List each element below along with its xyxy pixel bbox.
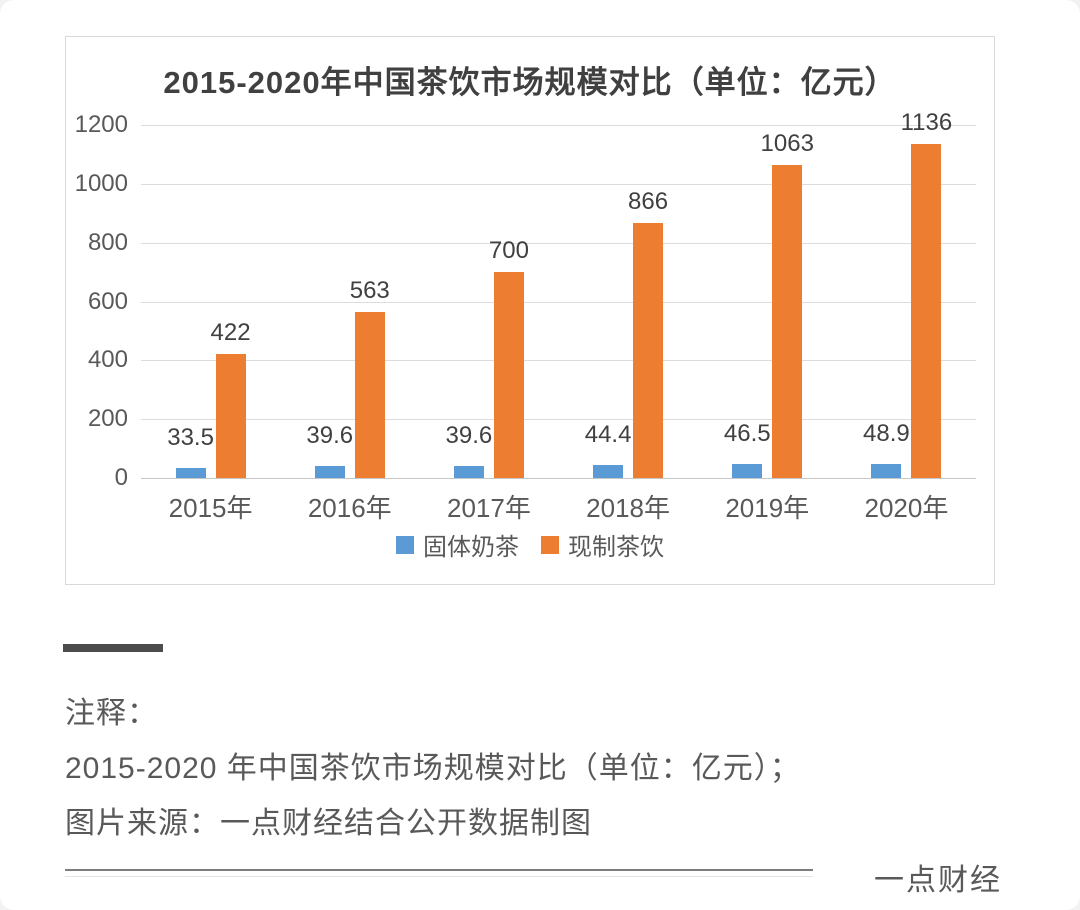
chart-title: 2015-2020年中国茶饮市场规模对比（单位：亿元） (163, 65, 897, 100)
bar-现制茶饮-2015年 (215, 353, 246, 478)
y-axis-tick-label: 200 (87, 405, 128, 433)
note-label: 注释： (65, 697, 158, 730)
legend-label-solid-milk-tea: 固体奶茶 (423, 534, 519, 561)
y-axis-tick-label: 800 (87, 228, 128, 256)
gridline (141, 125, 976, 126)
x-axis-category-label: 2015年 (168, 493, 253, 523)
bar-现制茶饮-2019年 (772, 165, 803, 478)
bar-value-label: 1136 (900, 108, 953, 136)
x-axis-category-label: 2020年 (864, 493, 949, 523)
bar-value-label: 48.9 (863, 419, 910, 447)
footer-rule-light (65, 876, 813, 877)
chart-card: 2015-2020年中国茶饮市场规模对比（单位：亿元） 0 200 400 600 80… (65, 36, 995, 585)
bar-value-label: 866 (628, 188, 669, 216)
x-axis-category-label: 2019年 (725, 493, 810, 523)
bar-现制茶饮-2018年 (633, 223, 664, 478)
note-line-image-source: 图片来源：一点财经结合公开数据制图 (65, 807, 592, 840)
bar-value-label: 700 (488, 237, 529, 265)
bar-value-label: 33.5 (167, 424, 214, 452)
gridline (141, 183, 976, 185)
bar-固体奶茶-2020年 (871, 463, 902, 478)
plot-area: 0 200 400 600 800 1000 1200 33.5 422 2015年 39.6 563… (75, 109, 976, 523)
bar-现制茶饮-2016年 (354, 312, 385, 478)
gridline (141, 419, 976, 421)
x-axis-category-label: 2018年 (586, 493, 670, 523)
bar-value-label: 39.6 (445, 422, 493, 450)
y-axis-tick-label: 0 (114, 464, 128, 491)
bar-固体奶茶-2017年 (453, 466, 484, 478)
legend-label-fresh-tea: 现制茶饮 (568, 534, 664, 561)
gridline (141, 360, 976, 362)
legend-swatch-blue-icon (396, 535, 414, 554)
bar-value-label: 39.6 (306, 422, 354, 450)
bar-value-label: 563 (349, 277, 390, 305)
y-axis-tick-label: 400 (87, 346, 128, 374)
bar-value-label: 46.5 (723, 420, 771, 448)
x-axis-category-label: 2017年 (446, 493, 531, 523)
footer-rule-dark (65, 869, 813, 871)
bar-value-label: 1063 (760, 130, 814, 158)
bar-现制茶饮-2020年 (911, 143, 942, 478)
legend-item-solid-milk-tea: 固体奶茶 (396, 527, 519, 562)
bar-value-label: 422 (210, 318, 251, 346)
y-axis-tick-label: 1200 (74, 111, 128, 138)
legend-swatch-orange-icon (541, 535, 559, 554)
y-axis-tick-label: 1000 (74, 169, 128, 197)
gridline (141, 242, 976, 244)
section-divider (63, 644, 163, 652)
bar-固体奶茶-2019年 (732, 464, 763, 478)
bar-固体奶茶-2015年 (175, 468, 206, 478)
legend-item-fresh-tea: 现制茶饮 (541, 527, 664, 562)
note-line-chart-caption: 2015-2020 年中国茶饮市场规模对比（单位：亿元）； (65, 752, 801, 785)
bar-固体奶茶-2016年 (314, 466, 345, 478)
bar-现制茶饮-2017年 (493, 272, 524, 478)
y-axis-tick-label: 600 (87, 287, 128, 315)
footer-brand: 一点财经 (874, 864, 1002, 897)
gridline (141, 301, 976, 303)
bar-固体奶茶-2018年 (593, 464, 624, 478)
bar-value-label: 44.4 (584, 420, 632, 448)
legend: 固体奶茶 现制茶饮 (66, 527, 994, 562)
x-axis-category-label: 2016年 (307, 493, 392, 523)
x-axis-line (141, 478, 976, 479)
